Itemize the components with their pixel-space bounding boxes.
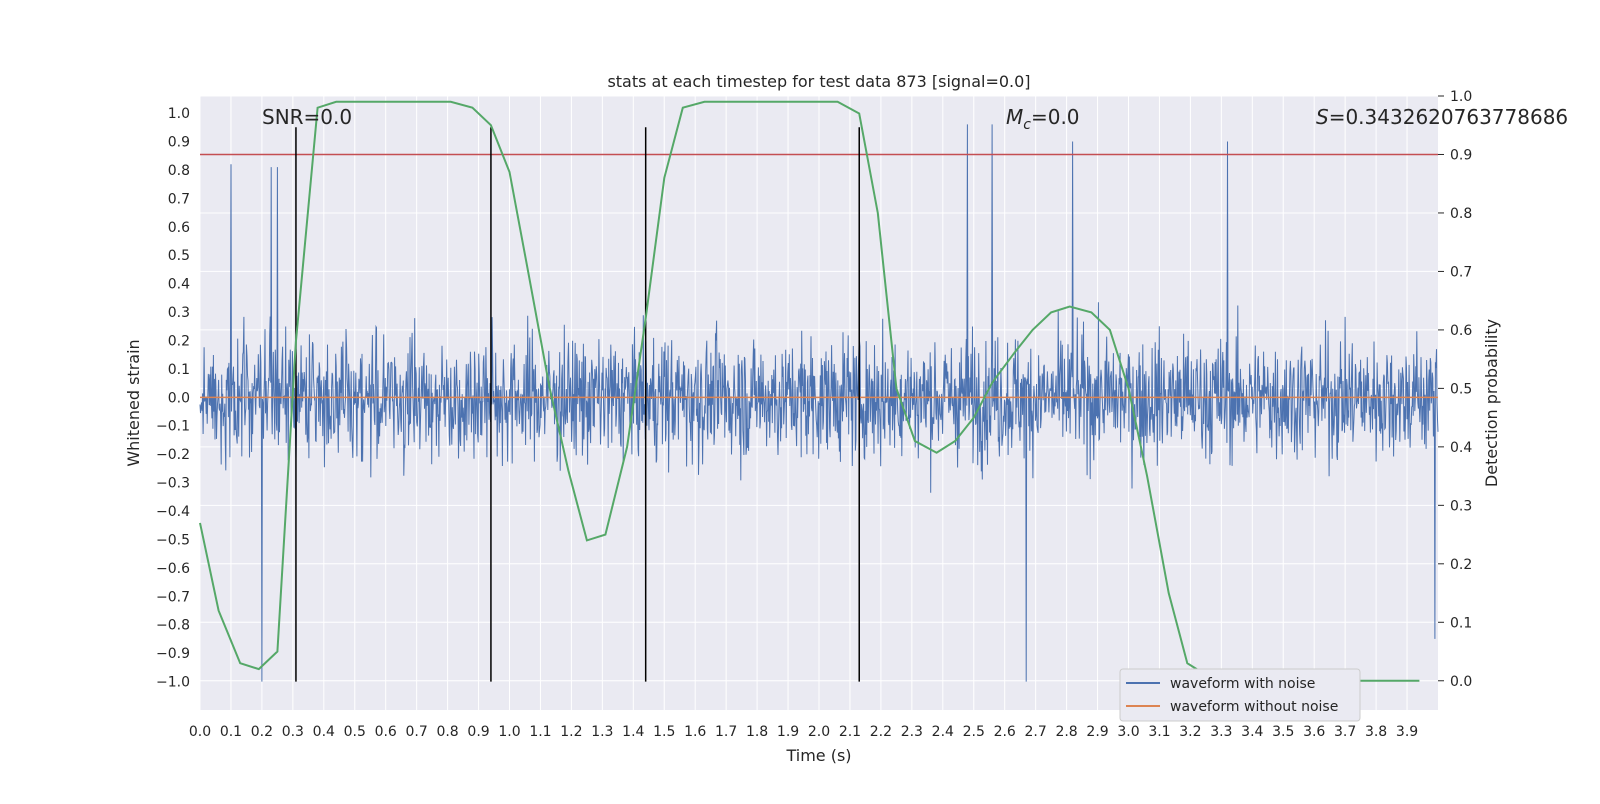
right-y-tick-label: 0.8 [1450,206,1472,222]
right-y-axis-label: Detection probability [1482,319,1501,487]
x-tick-label: 2.2 [870,724,892,740]
x-tick-label: 2.0 [808,724,830,740]
x-tick-label: 2.4 [932,724,954,740]
left-y-tick-label: −0.7 [156,589,190,605]
x-tick-label: 2.9 [1086,724,1108,740]
left-y-tick-label: 0.0 [168,390,190,406]
x-tick-label: 0.4 [313,724,335,740]
left-y-tick-label: −1.0 [156,675,190,691]
x-tick-label: 1.7 [715,724,737,740]
x-tick-label: 1.6 [684,724,706,740]
x-tick-label: 3.1 [1148,724,1170,740]
x-tick-label: 1.1 [529,724,551,740]
mc-annotation: Mc=0.0 [1006,105,1080,133]
x-tick-label: 1.3 [591,724,613,740]
left-y-tick-label: −0.2 [156,447,190,463]
x-tick-label: 3.5 [1272,724,1294,740]
left-y-tick-label: 0.1 [168,362,190,378]
x-tick-label: 2.8 [1055,724,1077,740]
right-y-tick-label: 0.2 [1450,557,1472,573]
left-y-tick-label: −0.5 [156,532,190,548]
left-y-tick-label: 0.3 [168,305,190,321]
x-tick-label: 3.3 [1210,724,1232,740]
x-tick-label: 2.1 [839,724,861,740]
mc-subscript: c [1023,117,1031,133]
snr-annotation: SNR=0.0 [262,105,352,129]
legend: waveform with noise waveform without noi… [1119,668,1361,722]
x-tick-label: 1.9 [777,724,799,740]
left-y-axis-label: Whitened strain [124,339,143,466]
x-tick-label: 3.7 [1334,724,1356,740]
x-axis-label: Time (s) [785,746,851,765]
mc-value: =0.0 [1031,105,1080,129]
x-tick-label: 3.8 [1365,724,1387,740]
left-y-tick-label: −0.4 [156,504,190,520]
x-tick-label: 0.9 [467,724,489,740]
x-tick-label: 2.3 [901,724,923,740]
right-y-tick-label: 0.4 [1450,440,1472,456]
right-y-tick-label: 0.9 [1450,147,1472,163]
right-y-tick-label: 0.1 [1450,615,1472,631]
x-tick-label: 1.5 [653,724,675,740]
x-tick-label: 0.7 [406,724,428,740]
left-y-tick-label: 0.4 [168,277,190,293]
x-tick-label: 0.8 [436,724,458,740]
left-y-tick-label: −0.3 [156,476,190,492]
x-tick-label: 3.2 [1179,724,1201,740]
x-tick-label: 2.5 [963,724,985,740]
x-tick-label: 3.4 [1241,724,1263,740]
x-tick-label: 3.9 [1396,724,1418,740]
left-y-tick-label: −0.9 [156,646,190,662]
left-y-tick-label: 0.2 [168,333,190,349]
left-y-axis-ticks: 1.0 0.9 0.8 0.7 0.6 0.5 0.4 0.3 0.2 0.1 0.0 −0.1 −0.… [156,106,190,691]
x-tick-label: 2.7 [1025,724,1047,740]
x-tick-label: 0.3 [282,724,304,740]
right-y-tick-label: 0.7 [1450,264,1472,280]
x-tick-label: 0.1 [220,724,242,740]
right-y-tick-label: 1.0 [1450,89,1472,105]
right-y-tick-label: 0.0 [1450,674,1472,690]
s-annotation: S=0.3432620763778686 [1316,105,1568,129]
left-y-tick-label: 1.0 [168,106,190,122]
x-tick-label: 3.6 [1303,724,1325,740]
right-y-axis-ticks: 1.0 0.9 0.8 0.7 0.6 0.5 0.4 0.3 0.2 0.1 0.0 [1438,89,1472,690]
chart-title: stats at each timestep for test data 873… [607,72,1030,91]
mc-symbol: M [1006,105,1023,129]
marker-lines-group [295,127,860,682]
right-y-tick-label: 0.5 [1450,381,1472,397]
x-tick-label: 2.6 [994,724,1016,740]
left-y-tick-label: 0.5 [168,248,190,264]
left-y-tick-label: 0.9 [168,134,190,150]
right-y-tick-label: 0.6 [1450,323,1472,339]
left-y-tick-label: 0.8 [168,163,190,179]
x-tick-label: 1.0 [498,724,520,740]
x-tick-label: 3.0 [1117,724,1139,740]
x-tick-label: 1.4 [622,724,644,740]
left-y-tick-label: 0.6 [168,220,190,236]
x-tick-label: 0.6 [375,724,397,740]
left-y-tick-label: −0.6 [156,561,190,577]
x-tick-label: 1.2 [560,724,582,740]
left-y-tick-label: −0.8 [156,618,190,634]
legend-label-clean: waveform without noise [1170,699,1338,715]
left-y-tick-label: −0.1 [156,419,190,435]
x-tick-label: 1.8 [746,724,768,740]
legend-box [1119,668,1361,722]
x-tick-label: 0.2 [251,724,273,740]
legend-label-noisy: waveform with noise [1170,676,1315,692]
left-y-tick-label: 0.7 [168,191,190,207]
x-tick-label: 0.5 [344,724,366,740]
s-symbol: S [1316,105,1329,129]
x-tick-label: 0.0 [189,724,211,740]
x-axis-ticks: 0.0 0.1 0.2 0.3 0.4 0.5 0.6 0.7 0.8 0.9 1.0 1.1 1.2 1… [189,724,1418,740]
s-value: =0.3432620763778686 [1329,105,1568,129]
right-y-tick-label: 0.3 [1450,498,1472,514]
